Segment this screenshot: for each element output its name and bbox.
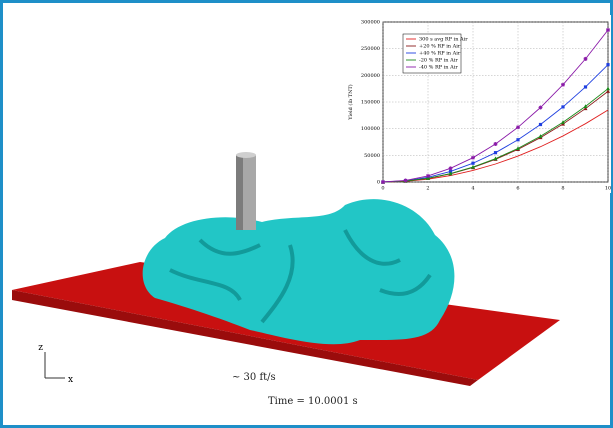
axis-x-label: x: [68, 375, 73, 385]
x-tick-label: 2: [426, 186, 429, 192]
marker: [494, 142, 498, 146]
stack-top: [236, 152, 256, 158]
x-tick-label: 6: [516, 186, 519, 192]
y-axis-label: Yield (lb TNT): [347, 84, 354, 121]
legend-label: +40 % RP in Air: [419, 51, 461, 57]
legend-label: 300 s avg RP in Air: [419, 37, 468, 43]
y-tick-label: 250000: [361, 46, 380, 52]
time-label: Time = 10.0001 s: [268, 396, 358, 407]
y-tick-label: 150000: [361, 100, 380, 106]
marker: [539, 106, 543, 110]
marker: [561, 105, 564, 108]
marker: [381, 180, 385, 184]
y-tick-label: 100000: [361, 126, 380, 132]
x-tick-label: 4: [471, 186, 474, 192]
marker: [471, 162, 474, 165]
marker: [561, 83, 565, 87]
legend-label: -40 % RP in Air: [419, 65, 458, 71]
marker: [539, 123, 542, 126]
marker: [516, 138, 519, 141]
y-tick-label: 50000: [364, 153, 380, 159]
marker: [471, 156, 475, 160]
marker: [606, 63, 609, 66]
y-tick-label: 200000: [361, 73, 380, 79]
marker: [426, 174, 430, 178]
marker: [584, 57, 588, 61]
screenshot: z x ~ 30 ft/s Time = 10.0001 s Yield (lb…: [0, 0, 613, 428]
y-tick-label: 0: [377, 180, 380, 186]
x-tick-label: 8: [561, 186, 564, 192]
legend-label: +20 % RP in Air: [419, 44, 461, 50]
marker: [404, 178, 408, 182]
marker: [494, 151, 497, 154]
marker: [449, 166, 453, 170]
y-tick-label: 300000: [361, 20, 380, 26]
velocity-label: ~ 30 ft/s: [232, 372, 276, 383]
marker: [584, 85, 587, 88]
x-tick-label: 10: [605, 186, 611, 192]
legend-label: -20 % RP in Air: [419, 58, 458, 64]
axis-z-label: z: [38, 343, 43, 353]
marker: [516, 125, 520, 129]
marker: [606, 28, 610, 32]
page: z x ~ 30 ft/s Time = 10.0001 s Yield (lb…: [0, 0, 613, 428]
x-tick-label: 0: [381, 186, 384, 192]
stack-shade: [236, 155, 243, 230]
